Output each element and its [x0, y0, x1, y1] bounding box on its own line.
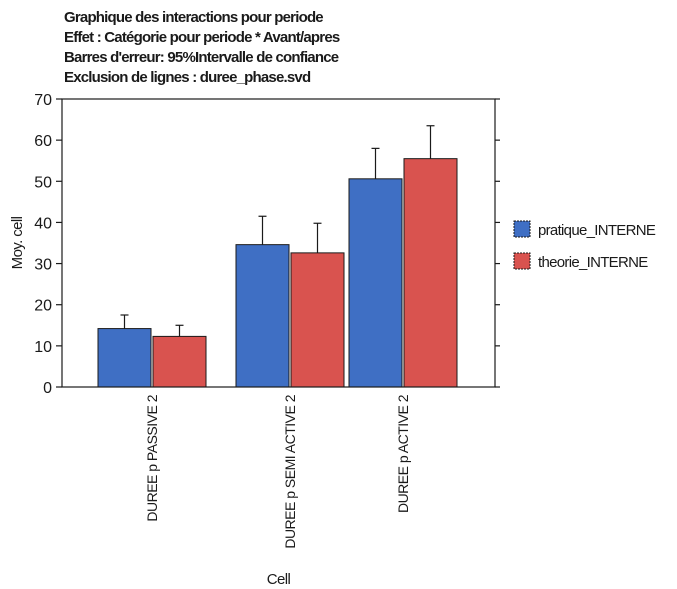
x-category-label-2: DUREE p ACTIVE 2 — [395, 394, 411, 513]
y-tick-label-5: 50 — [34, 174, 52, 191]
chart-title-line-4: Exclusion de lignes : duree_phase.svd — [64, 69, 311, 86]
y-tick-label-4: 40 — [34, 215, 52, 232]
legend-label-0: pratique_INTERNE — [538, 222, 656, 239]
legend-swatch-1 — [513, 252, 531, 270]
bar-0-1 — [235, 244, 290, 388]
legend: pratique_INTERNE theorie_INTERNE — [513, 220, 657, 271]
y-tick-label-0: 0 — [43, 380, 52, 397]
plot-frame — [61, 98, 496, 388]
y-axis-ticks: 0 10 20 30 40 50 60 70 — [34, 92, 500, 397]
chart-title-line-2: Effet : Catégorie pour periode * Avant/a… — [64, 29, 340, 46]
bars — [97, 125, 458, 388]
x-axis-categories: DUREE p PASSIVE 2 DUREE p SEMI ACTIVE 2 DU… — [144, 394, 411, 548]
y-tick-label-2: 20 — [34, 298, 52, 315]
chart-title-block: Graphique des interactions pour periode … — [64, 8, 340, 88]
y-tick-label-6: 60 — [34, 133, 52, 150]
x-axis-title: Cell — [267, 571, 291, 588]
chart-title-line-3: Barres d'erreur: 95%Intervalle de confia… — [64, 49, 339, 66]
bar-1-2 — [403, 158, 458, 388]
x-category-label-1: DUREE p SEMI ACTIVE 2 — [282, 394, 298, 548]
bar-1-0 — [152, 335, 207, 388]
legend-swatch-0 — [513, 220, 531, 238]
x-category-label-0: DUREE p PASSIVE 2 — [144, 394, 160, 521]
legend-label-1: theorie_INTERNE — [538, 254, 648, 271]
bar-0-2 — [348, 178, 403, 388]
y-tick-label-1: 10 — [34, 339, 52, 356]
chart-title-line-1: Graphique des interactions pour periode — [64, 9, 324, 26]
y-tick-label-3: 30 — [34, 257, 52, 274]
y-tick-label-7: 70 — [34, 92, 52, 109]
y-axis-title: Moy. cell — [9, 216, 26, 269]
bar-1-1 — [290, 252, 345, 388]
bar-0-0 — [97, 328, 152, 388]
